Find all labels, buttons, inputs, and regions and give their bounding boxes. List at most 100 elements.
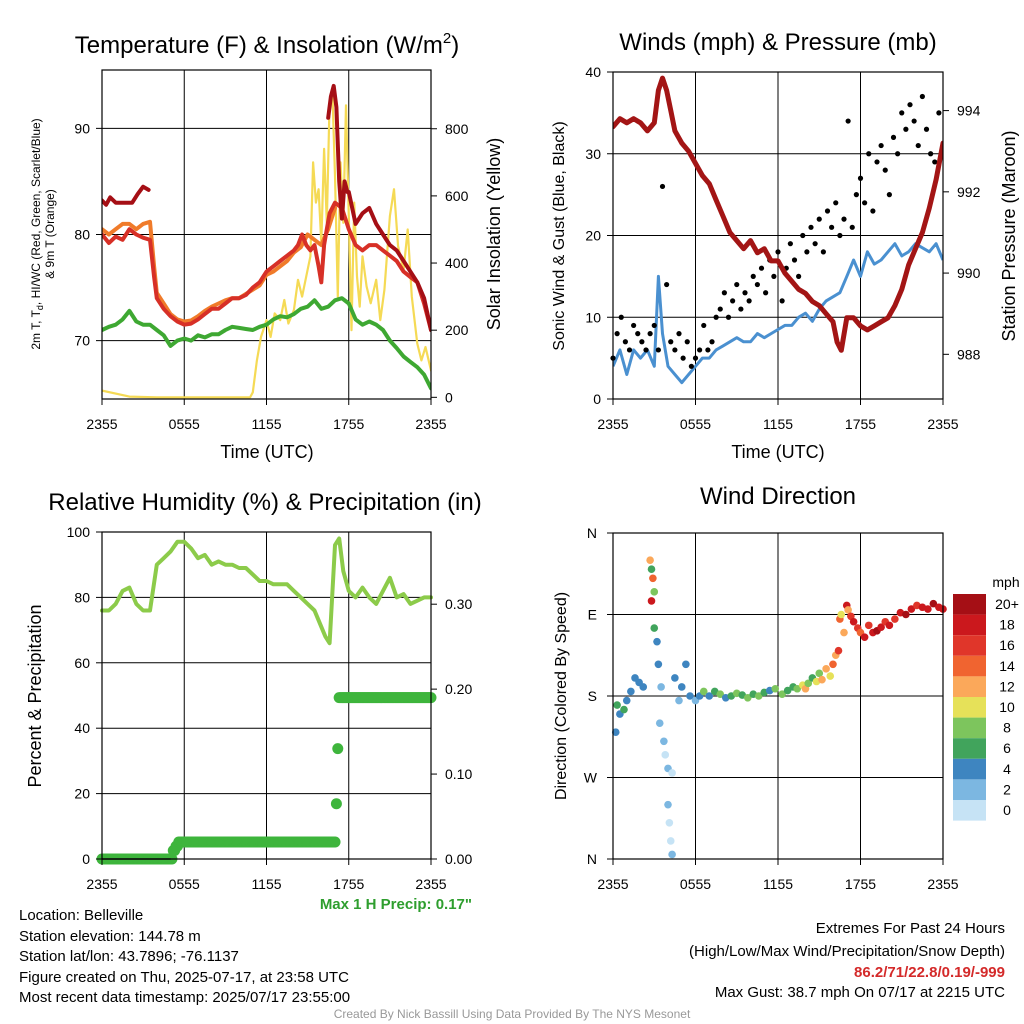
direction-point (924, 605, 932, 613)
winds-grid (613, 72, 943, 399)
gust-point (841, 216, 847, 222)
max-gust: Max Gust: 38.7 mph On 07/17 at 2215 UTC (714, 984, 1005, 1001)
direction-point (822, 665, 830, 673)
temperature-xlabel: Time (UTC) (220, 442, 313, 462)
gust-point (796, 273, 802, 279)
y-right-label-3: 600 (445, 188, 469, 204)
gust-point (622, 339, 628, 345)
y-left-label-2: 90 (74, 120, 90, 136)
x-tick-label-2: 1155 (763, 416, 793, 432)
temperature-plot (102, 83, 431, 399)
gust-point (709, 339, 715, 345)
direction-point (613, 701, 621, 709)
gust-point (919, 93, 925, 100)
colorbar-swatch-5 (953, 697, 986, 718)
gust-point (800, 232, 806, 239)
gust-point (655, 347, 661, 353)
winds-panel: Winds (mph) & Pressure (mb) 2355 0555 1155… (551, 29, 1019, 462)
winds-ticks: 2355 0555 1155 1755 2355 0 10 20 30 40 988 990 992 99… (585, 64, 980, 432)
credit-line: Created By Nick Bassill Using Data Provi… (333, 1007, 691, 1021)
gust-point (738, 306, 744, 312)
precip-point (332, 743, 344, 755)
gust-point (763, 290, 769, 296)
gust-point (886, 192, 892, 198)
colorbar-label-9: 2 (1003, 781, 1011, 797)
gust-point (820, 249, 826, 255)
direction-point (877, 623, 885, 631)
direction-point (837, 610, 846, 619)
wind-direction-panel: Wind Direction 2355 0555 1155 1755 2355NWSEN… (553, 483, 1020, 892)
gust-point (915, 142, 921, 149)
gust-point (734, 281, 740, 288)
gust-point (746, 298, 752, 304)
gust-point (705, 347, 711, 353)
direction-point (815, 669, 824, 678)
y-right-label-1: 990 (957, 265, 981, 281)
y-right-label-3: 994 (957, 103, 981, 119)
gust-point (911, 118, 917, 124)
direction-point (902, 610, 910, 619)
gust-point (771, 273, 777, 279)
x-tick-label-4: 2355 (927, 416, 958, 432)
gust-point (647, 331, 653, 337)
gust-point (750, 273, 756, 279)
direction-point (686, 692, 694, 700)
gust-point (713, 314, 719, 320)
direction-point (860, 633, 869, 641)
gust-point (866, 151, 872, 157)
direction-point (783, 686, 792, 695)
y-left-label-0: 70 (74, 333, 90, 349)
direction-label-2: S (588, 688, 597, 704)
gust-point (676, 331, 682, 337)
direction-point (671, 674, 679, 682)
direction-point (647, 597, 656, 605)
gust-point (688, 363, 694, 369)
colorbar-swatch-9 (953, 779, 986, 800)
gust-point (907, 102, 913, 108)
series-orange (102, 206, 337, 324)
direction-point (654, 660, 663, 669)
y-right-label-2: 400 (445, 255, 469, 271)
x-tick-label-1: 0555 (680, 416, 711, 432)
gust-point (725, 314, 732, 320)
x-tick-label-3: 1755 (845, 876, 876, 892)
wind-direction-title: Wind Direction (700, 483, 856, 510)
colorbar-swatch-4 (953, 676, 986, 697)
direction-point (639, 683, 648, 691)
gust-point (758, 265, 765, 271)
y-right-label-0: 0 (445, 389, 453, 405)
y-right-label-2: 0.20 (445, 681, 472, 697)
direction-point (804, 679, 813, 688)
series-pressure (613, 75, 943, 353)
direction-point (650, 624, 659, 632)
gust-point (849, 224, 855, 230)
y-left-label-1: 10 (585, 309, 601, 325)
gust-point (635, 331, 641, 337)
direction-point (682, 660, 690, 669)
gust-point (672, 347, 678, 353)
direction-point (705, 692, 714, 700)
y-right-label-4: 800 (445, 121, 469, 137)
direction-point (611, 728, 620, 737)
precip-point (330, 798, 342, 810)
colorbar-swatch-10 (953, 800, 986, 821)
direction-point (647, 565, 656, 574)
direction-point (849, 617, 858, 626)
direction-point (666, 837, 675, 845)
gust-point (890, 134, 897, 140)
gust-point (631, 322, 637, 329)
series-wind (613, 242, 943, 385)
direction-point (622, 696, 631, 705)
gust-point (680, 355, 686, 361)
gust-point (903, 126, 909, 132)
gust-point (923, 126, 930, 132)
direction-point (620, 705, 628, 714)
gust-point (878, 142, 884, 149)
x-tick-label-1: 0555 (169, 876, 200, 892)
direction-point (716, 690, 725, 698)
direction-label-1: W (584, 770, 598, 786)
gust-point (824, 208, 831, 214)
direction-point (771, 684, 780, 693)
extremes-title: Extremes For Past 24 Hours (815, 920, 1005, 937)
